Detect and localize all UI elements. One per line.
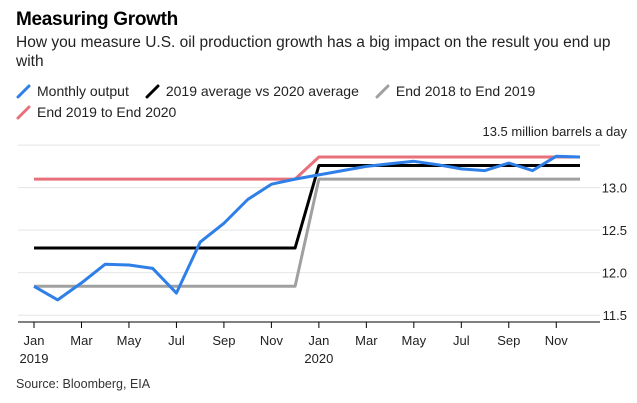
y-tick-label: 12.5 [602,223,627,238]
legend-item-end2020: End 2019 to End 2020 [16,104,176,120]
legend-item-avg: 2019 average vs 2020 average [145,83,359,99]
y-tick-label: 13.0 [602,181,627,196]
y-tick-label: 12.0 [602,266,627,281]
legend: Monthly output 2019 average vs 2020 aver… [16,80,636,122]
legend-swatch-monthly [16,83,31,99]
series-line-end2019 [34,177,580,288]
chart-title: Measuring Growth [16,9,178,30]
x-tick-label: Sep [212,333,235,348]
x-tick-label: Sep [497,333,520,348]
x-tick-label: Jul [453,333,470,348]
legend-label-monthly: Monthly output [37,82,129,99]
legend-label-end2020: End 2019 to End 2020 [37,103,177,120]
x-tick-label: Jan [308,333,329,348]
series-line-end2020 [34,155,580,181]
source-note: Source: Bloomberg, EIA [16,377,151,391]
series-line-monthly [33,154,581,302]
y-unit-label: 13.5 million barrels a day [482,124,627,139]
legend-swatch-end2020 [16,104,31,120]
legend-label-avg: 2019 average vs 2020 average [165,82,359,99]
x-tick-label: Jan [24,333,45,348]
x-tick-label: Mar [355,333,378,348]
legend-swatch-end2019 [375,83,390,99]
legend-label-end2019: End 2018 to End 2019 [395,82,536,99]
x-tick-label: Jul [168,333,185,348]
y-tick-label: 11.5 [603,308,627,323]
x-tick-label: Mar [70,333,93,348]
x-tick-year-label: 2019 [20,351,49,366]
chart-subtitle: How you measure U.S. oil production grow… [16,34,611,70]
x-tick-label: May [117,333,142,348]
x-tick-label: Nov [545,333,569,348]
legend-item-monthly: Monthly output [16,83,129,99]
legend-item-end2019: End 2018 to End 2019 [375,83,535,99]
x-tick-label: May [402,333,427,348]
legend-swatch-avg [145,83,160,99]
x-tick-label: Nov [260,333,284,348]
x-tick-year-label: 2020 [304,351,333,366]
